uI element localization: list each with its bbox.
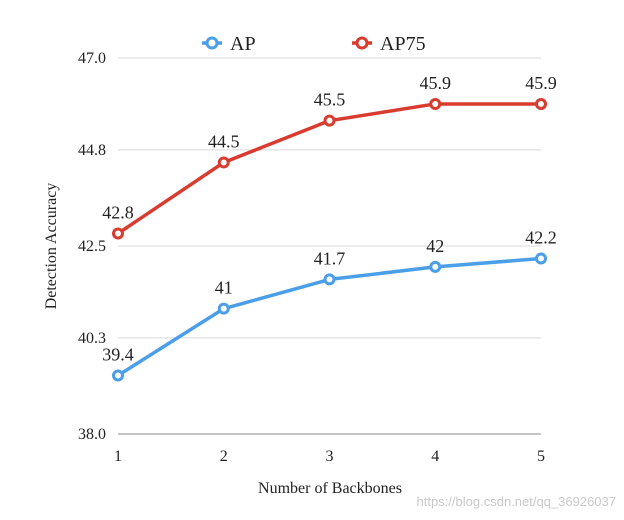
watermark-text: https://blog.csdn.net/qq_36926037 — [417, 494, 617, 509]
data-label: 42.2 — [525, 228, 557, 248]
data-label: 45.9 — [420, 73, 452, 93]
legend-label: AP — [230, 33, 256, 55]
data-point — [535, 97, 547, 110]
series-ap75: 42.8 44.5 45.5 45.9 45.9 — [102, 73, 557, 240]
data-point — [217, 156, 230, 169]
grid-lines — [118, 57, 541, 435]
y-axis-title: Detection Accuracy — [43, 183, 60, 310]
legend-marker — [205, 36, 219, 50]
data-point — [112, 227, 124, 240]
legend-label: AP75 — [380, 33, 426, 55]
y-tick-label: 38.0 — [78, 426, 106, 443]
legend-marker — [355, 36, 369, 50]
data-label: 45.5 — [314, 90, 346, 110]
series-group: 39.4 41 41.7 42 42.2 42.8 44.5 45.5 45.9 45.9 — [102, 73, 557, 382]
y-tick-label: 47.0 — [78, 50, 106, 67]
data-point — [112, 369, 124, 382]
data-point — [429, 260, 442, 273]
data-label: 42 — [426, 236, 444, 256]
data-point — [535, 252, 547, 265]
y-tick-label: 42.5 — [78, 238, 106, 255]
series-ap: 39.4 41 41.7 42 42.2 — [102, 228, 557, 382]
data-point — [217, 302, 230, 315]
x-tick-label: 3 — [326, 448, 334, 465]
legend: AP AP75 — [202, 33, 426, 55]
data-label: 42.8 — [102, 202, 134, 222]
y-tick-label: 44.8 — [78, 142, 106, 159]
data-label: 44.5 — [208, 131, 240, 151]
x-tick-label: 4 — [431, 448, 439, 465]
data-point — [323, 273, 336, 286]
y-tick-label: 40.3 — [78, 330, 106, 347]
x-axis-ticks: 1 2 3 4 5 — [114, 448, 545, 465]
data-point — [323, 114, 336, 127]
data-label: 39.4 — [102, 345, 134, 365]
x-axis-title: Number of Backbones — [258, 480, 402, 497]
data-point — [429, 97, 442, 110]
data-label: 41 — [215, 278, 233, 298]
y-axis-ticks: 38.0 40.3 42.5 44.8 47.0 — [78, 50, 106, 443]
x-tick-label: 1 — [114, 448, 122, 465]
x-tick-label: 2 — [220, 448, 228, 465]
data-label: 45.9 — [525, 73, 557, 93]
data-label: 41.7 — [314, 248, 346, 268]
x-tick-label: 5 — [537, 448, 545, 465]
